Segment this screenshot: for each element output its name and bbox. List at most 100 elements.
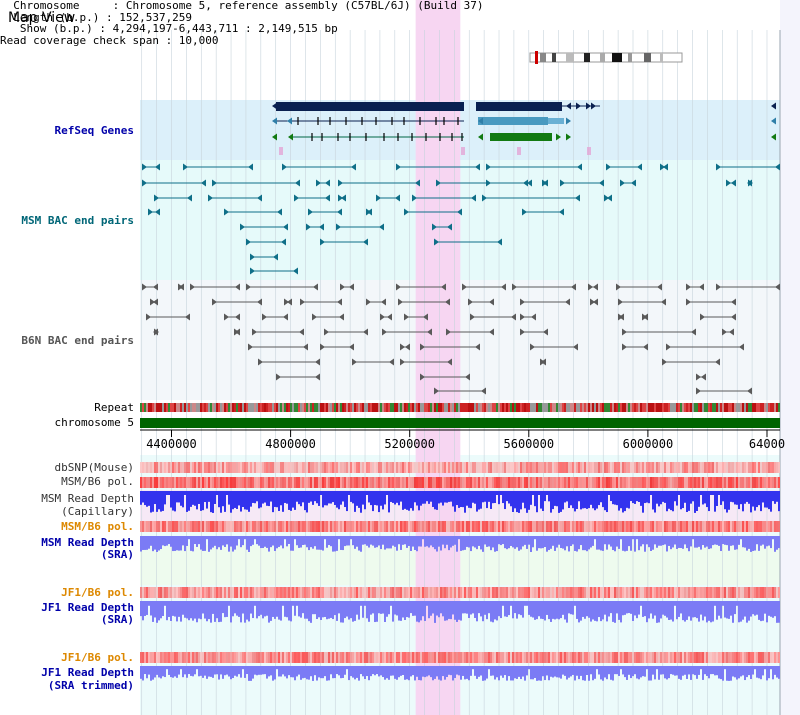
heat-cell	[754, 462, 756, 473]
heat-cell	[642, 521, 644, 532]
heat-cell	[436, 462, 438, 473]
msm-bac-track[interactable]	[142, 163, 780, 275]
heat-cell	[176, 477, 178, 488]
depth-bar	[632, 536, 634, 540]
repeat-segment	[766, 403, 768, 412]
repeat-segment	[264, 403, 266, 412]
heat-cell	[690, 587, 692, 598]
heat-cell	[590, 477, 592, 488]
depth-bar	[620, 491, 622, 509]
heat-cell	[194, 477, 196, 488]
bac-end	[447, 358, 452, 366]
repeat-segment	[552, 403, 554, 412]
heat-cell	[384, 462, 386, 473]
depth-bar	[526, 666, 528, 676]
depth-bar	[724, 491, 726, 510]
bac-end	[699, 283, 704, 291]
heat-cell	[728, 652, 730, 663]
depth-bar	[436, 536, 438, 552]
repeat-segment	[434, 403, 436, 412]
heat-cell	[274, 521, 276, 532]
bac-end	[316, 179, 321, 187]
repeat-segment	[316, 403, 318, 412]
depth-bar	[548, 536, 550, 551]
heat-cell	[702, 462, 704, 473]
depth-bar	[754, 601, 756, 616]
bac-end	[248, 163, 253, 171]
grid-lines	[141, 30, 781, 715]
repeat-segment	[374, 403, 376, 412]
heat-cell	[618, 521, 620, 532]
ideogram-band	[644, 53, 651, 62]
depth-bar	[726, 666, 728, 681]
gene-block	[276, 102, 464, 111]
depth-bar	[248, 601, 250, 622]
bac-end	[337, 298, 342, 306]
depth-bar	[240, 491, 242, 512]
heat-cell	[756, 587, 758, 598]
heat-cell	[748, 521, 750, 532]
repeat-segment	[732, 403, 734, 412]
bac-end	[142, 283, 147, 291]
heat-cell	[690, 652, 692, 663]
heat-cell	[276, 587, 278, 598]
depth-bar	[382, 601, 384, 614]
depth-bar	[658, 536, 660, 546]
depth-bar	[512, 601, 514, 619]
heat-cell	[654, 521, 656, 532]
heat-cell	[402, 652, 404, 663]
repeat-segment	[570, 403, 572, 412]
heat-cell	[484, 587, 486, 598]
heat-cell	[166, 587, 168, 598]
depth-bar	[708, 601, 710, 621]
depth-bar	[194, 491, 196, 506]
depth-bar	[462, 666, 464, 676]
depth-bar	[448, 601, 450, 619]
refseq-gene-track[interactable]	[272, 102, 776, 155]
repeat-segment	[606, 403, 608, 412]
heat-cell	[664, 462, 666, 473]
repeat-segment	[444, 403, 446, 412]
depth-bar	[288, 601, 290, 621]
chromosome-bar	[140, 418, 780, 428]
heat-cell	[322, 462, 324, 473]
heat-cell	[144, 462, 146, 473]
heat-cell	[230, 587, 232, 598]
heat-cell	[266, 462, 268, 473]
heat-cell	[306, 521, 308, 532]
heat-cell	[170, 652, 172, 663]
depth-bar	[310, 666, 312, 677]
heat-cell	[174, 462, 176, 473]
heat-cell	[664, 477, 666, 488]
bac-end	[486, 163, 491, 171]
depth-bar	[432, 491, 434, 507]
heat-cell	[440, 462, 442, 473]
bac-end	[696, 373, 701, 381]
heat-cell	[342, 462, 344, 473]
gene-block	[490, 133, 552, 141]
depth-bar	[418, 491, 420, 511]
depth-bar	[554, 666, 556, 677]
heat-cell	[376, 521, 378, 532]
depth-bar	[534, 666, 536, 678]
depth-bar	[710, 601, 712, 623]
depth-bar	[340, 491, 342, 505]
depth-bar	[308, 601, 310, 622]
repeat-segment	[346, 403, 348, 412]
depth-bar	[696, 491, 698, 512]
heat-cell	[214, 477, 216, 488]
heat-cell	[166, 521, 168, 532]
depth-bar	[588, 601, 590, 618]
heat-cell	[152, 652, 154, 663]
b6n-bac-track[interactable]	[142, 283, 780, 395]
heat-cell	[498, 477, 500, 488]
depth-bar	[676, 491, 678, 506]
bac-end	[283, 223, 288, 231]
depth-bar	[682, 666, 684, 676]
heat-cell	[706, 462, 708, 473]
heat-cell	[432, 477, 434, 488]
depth-bar	[730, 536, 732, 546]
depth-bar	[528, 491, 530, 510]
depth-bar	[326, 601, 328, 620]
